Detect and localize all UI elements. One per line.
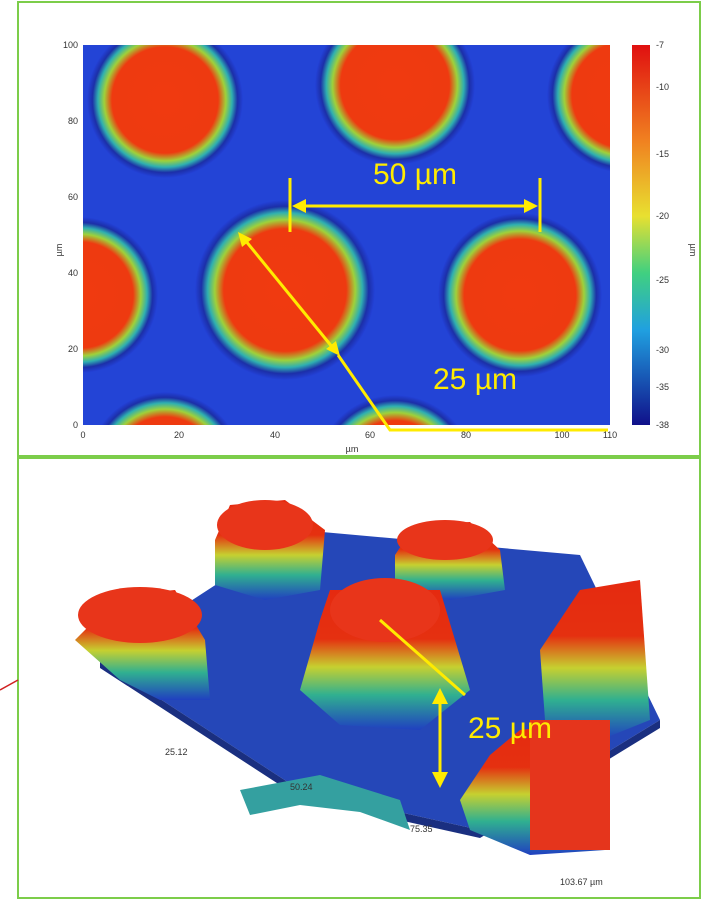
y-tick-label: 60 (68, 192, 78, 202)
colorbar-tick-label: -7 (656, 40, 664, 50)
colorbar-tick-label: -25 (656, 275, 669, 285)
axis-label: 103.67 µm (560, 877, 603, 887)
axis-label: 50.24 (290, 782, 313, 792)
y-tick-label: 100 (63, 40, 78, 50)
colorbar-tick-label: -35 (656, 382, 669, 392)
x-tick-label: 60 (365, 430, 375, 440)
x-tick-label: 40 (270, 430, 280, 440)
y-tick-label: 80 (68, 116, 78, 126)
annotation: 25 µm (433, 363, 517, 396)
y-tick-label: 0 (73, 420, 78, 430)
axis-label: 25.12 (165, 747, 188, 757)
annotation: 50 µm (373, 158, 457, 191)
colorbar-tick-label: -20 (656, 211, 669, 221)
figure: 020406080100110020406080100-7-10-15-20-2… (0, 0, 704, 901)
colorbar-label: µm (688, 244, 698, 257)
x-axis-label: µm (346, 444, 359, 454)
colorbar-tick-label: -10 (656, 82, 669, 92)
colorbar (632, 45, 650, 425)
colorbar-tick-label: -38 (656, 420, 669, 430)
y-tick-label: 20 (68, 344, 78, 354)
colorbar-tick-label: -30 (656, 345, 669, 355)
y-axis-label: µm (54, 244, 64, 257)
colorbar-tick-label: -15 (656, 149, 669, 159)
y-tick-label: 40 (68, 268, 78, 278)
connector (0, 680, 18, 690)
x-tick-label: 0 (80, 430, 85, 440)
x-tick-label: 20 (174, 430, 184, 440)
heightmap (2, 5, 703, 555)
surface-3d (75, 500, 660, 855)
axis-label: 75.35 (410, 824, 433, 834)
annotation: 25 µm (468, 712, 552, 745)
